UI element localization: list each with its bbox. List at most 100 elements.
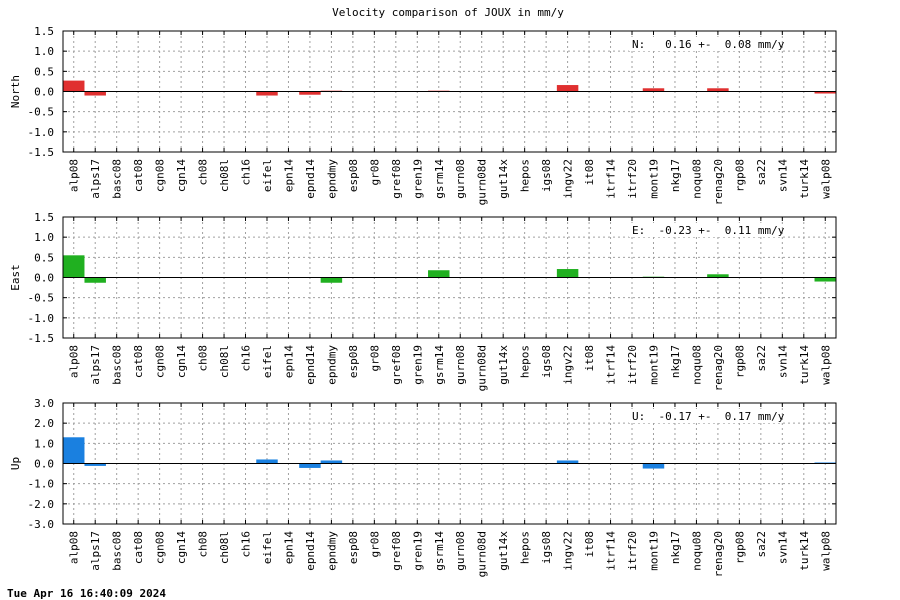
- panel-2-xtick-label: ingv22: [562, 531, 575, 571]
- panel-1-xtick-label: ch08l: [218, 345, 231, 378]
- panel-2-xtick-label: hepos: [519, 531, 532, 564]
- panel-2-ylabel: Up: [9, 457, 22, 470]
- panel-2-ytick-label: 0.0: [34, 458, 54, 471]
- panel-0-xtick-label: gr08: [368, 159, 381, 186]
- panel-0-xtick-label: cat08: [132, 159, 145, 192]
- panel-2-xtick-label: noqu08: [690, 531, 703, 571]
- panel-1-xtick-label: nkg17: [669, 345, 682, 378]
- panel-1-xtick-label: rgp08: [733, 345, 746, 378]
- panel-1-xtick-label: basc08: [111, 345, 124, 385]
- panel-0-xtick-label: cgn08: [154, 159, 167, 192]
- panel-2-xtick-label: walp08: [819, 531, 832, 571]
- panel-0-xtick-label: gurn08: [454, 159, 467, 199]
- panel-0-frame: [62, 30, 837, 153]
- panel-2-xtick-label: itrf14: [605, 531, 618, 571]
- panel-0-xtick-label: igs08: [540, 159, 553, 192]
- panel-1-xtick-label: renag20: [712, 345, 725, 391]
- panel-0-xtick-label: itrf14: [605, 159, 618, 199]
- panel-0-xtick-label: epn14: [282, 159, 295, 192]
- panel-2-bar: [63, 437, 85, 464]
- panel-1-xtick-label: ch08: [197, 345, 210, 372]
- panel-2-xtick-label: gren19: [411, 531, 424, 571]
- panel-0-xtick-label: mont19: [647, 159, 660, 199]
- panel-2-xtick-label: cgn08: [154, 531, 167, 564]
- panel-1-xtick-label: igs08: [540, 345, 553, 378]
- panel-1-bar: [84, 277, 106, 283]
- panel-1-bar: [428, 270, 450, 278]
- panel-0-ytick-label: 1.5: [34, 25, 54, 38]
- panel-2-xtick-label: nkg17: [669, 531, 682, 564]
- panel-2-xtick-label: gsrm14: [433, 531, 446, 571]
- panel-0-xtick-label: it08: [583, 159, 596, 186]
- panel-0-bar: [707, 88, 729, 92]
- panel-0-xtick-label: ingv22: [562, 159, 575, 199]
- panel-2-xtick-label: alps17: [89, 531, 102, 571]
- panel-0-bar: [256, 91, 278, 96]
- panel-1-bar: [63, 255, 85, 278]
- panel-1-xtick-label: ch16: [240, 345, 253, 372]
- panel-1-xtick-label: itrf14: [605, 345, 618, 385]
- panel-2-xtick-label: sa22: [755, 531, 768, 558]
- panel-0-xtick-label: gref08: [390, 159, 403, 199]
- panel-2-bar: [556, 460, 579, 464]
- panel-2-xtick-label: eifel: [261, 531, 274, 564]
- panel-1-frame: [62, 216, 837, 339]
- panel-2-xtick-label: epndmy: [325, 531, 338, 571]
- panel-2-xtick-label: rgp08: [733, 531, 746, 564]
- panel-1-xtick-label: gr08: [368, 345, 381, 372]
- panel-0-xtick-label: ch16: [240, 159, 253, 186]
- panel-1-xtick-label: gren19: [411, 345, 424, 385]
- panel-1-xtick-label: walp08: [819, 345, 832, 385]
- panel-2-xtick-label: epnd14: [304, 531, 317, 571]
- panel-2-annotation-bg: [629, 409, 781, 423]
- panel-0-xtick-label: hepos: [519, 159, 532, 192]
- panel-2-xtick-label: gurn08d: [476, 531, 489, 577]
- panel-2-annotation: U: -0.17 +- 0.17 mm/y: [632, 410, 785, 423]
- panel-0-ylabel: North: [9, 75, 22, 108]
- panel-0-ytick-label: 0.0: [34, 86, 54, 99]
- panel-1-ytick-label: -1.0: [28, 312, 55, 325]
- panel-1-xtick-label: alp08: [68, 345, 81, 378]
- panel-0-xtick-label: turk14: [798, 159, 811, 199]
- panel-1-xtick-label: gut14x: [497, 345, 510, 385]
- panel-1-xtick-label: gref08: [390, 345, 403, 385]
- panel-0-xtick-label: cgn14: [175, 159, 188, 192]
- panel-1-ytick-label: -0.5: [28, 292, 55, 305]
- panel-2-xtick-label: gut14x: [497, 531, 510, 571]
- panel-2-xtick-label: mont19: [647, 531, 660, 571]
- panel-1-xtick-label: gurn08: [454, 345, 467, 385]
- panel-0-xtick-label: alp08: [68, 159, 81, 192]
- panel-2-xtick-label: ch08l: [218, 531, 231, 564]
- panel-2-ytick-label: -3.0: [28, 518, 55, 531]
- panel-1-ylabel: East: [9, 264, 22, 291]
- panel-2-xtick-label: igs08: [540, 531, 553, 564]
- panel-0-xtick-label: ch08: [197, 159, 210, 186]
- panel-1-xtick-label: sa22: [755, 345, 768, 372]
- timestamp-footer: Tue Apr 16 16:40:09 2024: [7, 587, 166, 600]
- panel-0-xtick-label: gren19: [411, 159, 424, 199]
- panel-0-xtick-label: nkg17: [669, 159, 682, 192]
- panel-2-bar: [814, 462, 836, 464]
- panel-1-xtick-label: it08: [583, 345, 596, 372]
- panel-2-frame: [62, 402, 837, 525]
- panel-2-xtick-label: ch16: [240, 531, 253, 558]
- panel-1-xtick-label: noqu08: [690, 345, 703, 385]
- panel-0-ytick-label: -0.5: [28, 106, 55, 119]
- panel-1-xtick-label: mont19: [647, 345, 660, 385]
- panel-1-ytick-label: 0.5: [34, 251, 54, 264]
- panel-0-ytick-label: -1.0: [28, 126, 55, 139]
- panel-2-xtick-label: gr08: [368, 531, 381, 558]
- panel-1-xtick-label: svn14: [776, 345, 789, 378]
- panel-1-ytick-label: 1.0: [34, 231, 54, 244]
- panel-2-xtick-label: cat08: [132, 531, 145, 564]
- panel-0-xtick-label: walp08: [819, 159, 832, 199]
- panel-2-bar: [84, 463, 106, 466]
- panel-0-xtick-label: eifel: [261, 159, 274, 192]
- panel-2-bar: [256, 459, 278, 464]
- panel-2-ytick-label: 3.0: [34, 397, 54, 410]
- panel-1-bar: [320, 277, 343, 283]
- panel-2-xtick-label: cgn14: [175, 531, 188, 564]
- panel-0-ytick-label: 0.5: [34, 65, 54, 78]
- panel-0-xtick-label: noqu08: [690, 159, 703, 199]
- panel-1-ytick-label: 1.5: [34, 211, 54, 224]
